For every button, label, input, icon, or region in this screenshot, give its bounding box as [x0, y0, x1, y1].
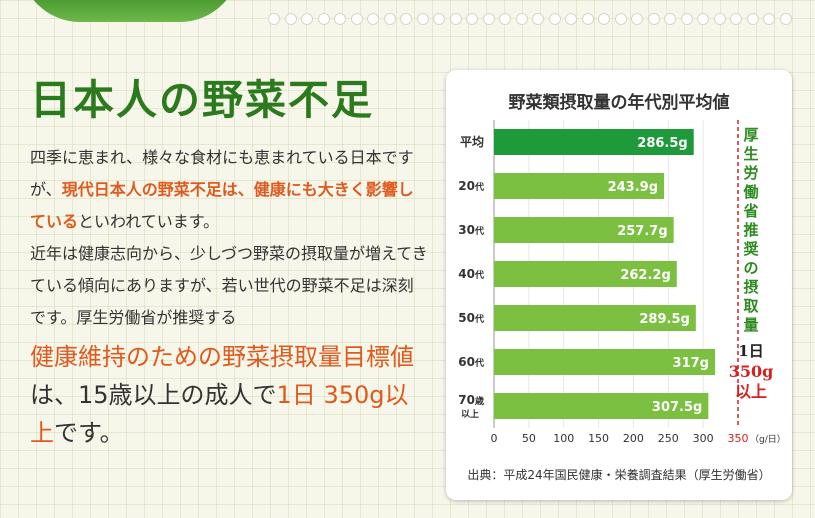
paper-hole: [268, 13, 280, 25]
paper-hole: [317, 13, 330, 25]
x-tick-label: 200: [623, 432, 644, 445]
x-unit-label: （g/日）: [750, 434, 786, 445]
paper-hole: [532, 13, 544, 25]
green-smoothie-glass: [20, 0, 240, 22]
paper-hole: [449, 13, 462, 25]
paper-hole: [763, 13, 775, 25]
recommendation-above: 以上: [734, 382, 767, 401]
paper-hole: [664, 13, 676, 25]
paper-hole: [433, 13, 445, 25]
bar-chart: 286.5g 平均 243.9g 20代 257.7g 30代 262.2g 40代 289.5…: [458, 120, 786, 445]
paper-hole: [466, 13, 478, 25]
chart-card: 野菜類摂取量の年代別平均値 286.5g 平均 243.9g 20代 257.7g 30代…: [446, 70, 792, 500]
bar-value-label: 243.9g: [608, 180, 658, 195]
x-tick-label: 150: [588, 432, 609, 445]
category-label: 平均: [460, 134, 484, 149]
paper-hole: [482, 13, 495, 25]
bar: [494, 217, 674, 243]
paper-hole: [367, 13, 379, 25]
paper-hole: [581, 13, 594, 25]
paragraph-3: 健康維持のための野菜摂取量目標値は、15歳以上の成人で1日 350g以上です。: [30, 343, 414, 447]
paper-hole: [680, 13, 693, 25]
paper-hole: [565, 13, 577, 25]
bar-value-label: 317g: [673, 356, 709, 371]
bar-value-label: 289.5g: [639, 312, 689, 327]
target-label: 健康維持のための野菜摂取量目標値: [30, 343, 414, 371]
paper-hole: [779, 13, 792, 25]
bar: [494, 393, 709, 419]
paper-hole: [598, 13, 610, 25]
category-label: 50代: [458, 311, 484, 325]
bar: [494, 129, 694, 155]
highlight-text: 現代日本人の野菜不足は、健康にも大きく影響している: [30, 180, 414, 231]
paper-hole: [647, 13, 660, 25]
paper-hole: [713, 13, 726, 25]
x-tick-label: 50: [522, 432, 536, 445]
category-sublabel: 以上: [461, 408, 479, 420]
paper-hole: [499, 13, 511, 25]
category-label: 20代: [458, 179, 484, 193]
paper-hole: [284, 13, 297, 25]
source-note: 出典：平成24年国民健康・栄養調査結果（厚生労働省）: [467, 468, 771, 482]
paper-hole: [614, 13, 627, 25]
paper-hole: [350, 13, 363, 25]
paragraph-1: 四季に恵まれ、様々な食材にも恵まれている日本ですが、現代日本人の野菜不足は、健康…: [30, 148, 414, 231]
paper-hole: [746, 13, 759, 25]
recommendation-amount: 1日: [738, 342, 764, 360]
category-label: 30代: [458, 223, 484, 237]
x-tick-label: 0: [491, 432, 498, 445]
chart-title: 野菜類摂取量の年代別平均値: [508, 93, 730, 113]
bar: [494, 261, 677, 287]
target-amount: 1日 350g以上: [30, 381, 409, 447]
bar: [494, 173, 665, 199]
paper-hole: [334, 13, 346, 25]
bar-value-label: 262.2g: [620, 268, 670, 283]
paper-hole: [548, 13, 561, 25]
bar: [494, 349, 715, 375]
x-tick-label: 100: [553, 432, 574, 445]
paper-hole: [697, 13, 709, 25]
reference-tick-label: 350: [728, 432, 749, 445]
category-label: 60代: [458, 355, 484, 369]
category-label: 40代: [458, 267, 484, 281]
torn-paper-strip: [268, 5, 808, 35]
paper-hole: [301, 13, 313, 25]
paper-hole: [730, 13, 742, 25]
paper-hole: [631, 13, 643, 25]
recommendation-value: 350g: [728, 362, 774, 381]
x-tick-label: 250: [658, 432, 679, 445]
paragraph-2: 近年は健康志向から、少しづつ野菜の摂取量が増えてきている傾向にありますが、若い世…: [30, 244, 428, 327]
category-label: 70歳: [458, 393, 484, 407]
recommendation-panel: 厚生労働省推奨の摂取量 1日 350g 以上: [724, 126, 778, 402]
recommendation-label: 厚生労働省推奨の摂取量: [743, 126, 759, 334]
bar-value-label: 257.7g: [617, 224, 667, 239]
headline: 日本人の野菜不足: [30, 76, 374, 124]
bar: [494, 305, 696, 331]
bar-value-label: 286.5g: [637, 136, 687, 151]
x-tick-label: 300: [693, 432, 714, 445]
bar-value-label: 307.5g: [652, 400, 702, 415]
paper-hole: [515, 13, 528, 25]
paper-hole: [383, 13, 396, 25]
paper-hole: [416, 13, 429, 25]
body-text: 四季に恵まれ、様々な食材にも恵まれている日本ですが、現代日本人の野菜不足は、健康…: [30, 142, 428, 452]
paper-hole: [400, 13, 412, 25]
